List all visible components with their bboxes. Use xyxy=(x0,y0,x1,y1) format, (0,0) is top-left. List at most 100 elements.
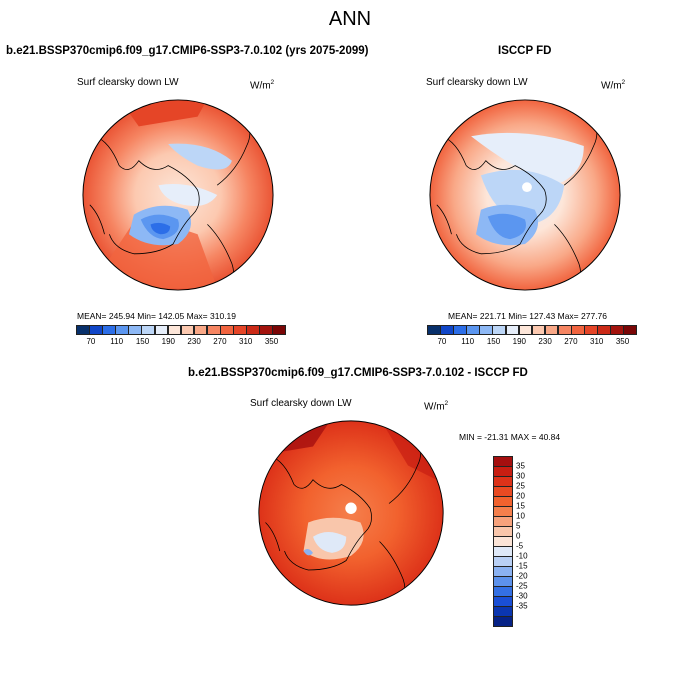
panel-2-units: W/m2 xyxy=(601,79,626,92)
panel-2-colorbar-cell xyxy=(610,325,624,335)
panel-2-colorbar-cell xyxy=(453,325,467,335)
panel-3-units: W/m2 xyxy=(424,400,449,413)
panel-3-colorbar-cell xyxy=(493,476,513,487)
panel-3-colorbar-label: -35 xyxy=(516,601,528,611)
panel-2-colorbar-cell xyxy=(505,325,520,335)
panel-2-colorbar-label: 190 xyxy=(512,337,526,346)
panel-3-colorbar-label: -30 xyxy=(516,591,528,601)
panel-3-colorbar-cell xyxy=(493,566,513,577)
panel-2-colorbar-label: 350 xyxy=(615,337,630,346)
panel-1-colorbar-cell xyxy=(259,325,273,335)
panel-1-variable: Surf clearsky down LW xyxy=(77,77,179,88)
panel-2-colorbar-cell xyxy=(557,325,572,335)
panel-3-colorbar-cell xyxy=(493,606,513,617)
panel-1-map xyxy=(82,99,274,291)
panel-3-colorbar-cell xyxy=(493,536,513,547)
panel-2-colorbar-cell xyxy=(571,325,585,335)
panel-1-colorbar-label: 350 xyxy=(264,337,279,346)
panel-1-colorbar-cell xyxy=(115,325,129,335)
panel-1-colorbar-cell xyxy=(76,325,90,335)
panel-1-colorbar-label: 230 xyxy=(187,337,201,346)
panel-2-colorbar-cell xyxy=(531,325,546,335)
panel-2-colorbar-cell xyxy=(466,325,480,335)
panel-2-colorbar-label: 110 xyxy=(461,337,475,346)
panel-1-colorbar-cell xyxy=(89,325,103,335)
panel-1-colorbar-cell xyxy=(154,325,169,335)
panel-2-colorbar-cell xyxy=(544,325,559,335)
panel-3-colorbar-label: 20 xyxy=(516,491,525,501)
panel-3-title: b.e21.BSSP370cmip6.f09_g17.CMIP6-SSP3-7.… xyxy=(188,367,528,379)
panel-2-colorbar-cell xyxy=(427,325,441,335)
panel-3-colorbar-cell xyxy=(493,586,513,597)
panel-3-colorbar-label: 30 xyxy=(516,471,525,481)
panel-1-colorbar-cell xyxy=(206,325,221,335)
panel-2-map xyxy=(429,99,621,291)
panel-3-colorbar-cell xyxy=(493,496,513,507)
panel-3-colorbar-label: 35 xyxy=(516,461,525,471)
panel-1-stats: MEAN= 245.94 Min= 142.05 Max= 310.19 xyxy=(77,311,237,321)
panel-2-colorbar xyxy=(427,325,637,335)
panel-1-colorbar-cell xyxy=(141,325,156,335)
panel-3-colorbar-cell xyxy=(493,526,513,537)
panel-3-colorbar-label: -15 xyxy=(516,561,528,571)
panel-1-title: b.e21.BSSP370cmip6.f09_g17.CMIP6-SSP3-7.… xyxy=(6,45,369,57)
panel-3-colorbar-label: -10 xyxy=(516,551,528,561)
panel-3-colorbar-label: 0 xyxy=(516,531,521,541)
panel-2-colorbar-cell xyxy=(479,325,493,335)
panel-2-colorbar-cell xyxy=(518,325,533,335)
panel-3-colorbar xyxy=(493,456,513,627)
panel-2-colorbar-cell xyxy=(584,325,598,335)
panel-1-colorbar xyxy=(76,325,286,335)
panel-3-stats: MIN = -21.31 MAX = 40.84 xyxy=(459,432,561,442)
panel-3-colorbar-cell xyxy=(493,616,513,627)
panel-1-colorbar-cell xyxy=(128,325,142,335)
panel-2-colorbar-cell xyxy=(597,325,611,335)
figure-title: ANN xyxy=(328,8,372,30)
panel-3-colorbar-cell xyxy=(493,556,513,567)
panel-2-colorbar-cell xyxy=(492,325,507,335)
panel-2-variable: Surf clearsky down LW xyxy=(426,77,528,88)
panel-1-units: W/m2 xyxy=(250,79,275,92)
panel-1-colorbar-labels: 70 110 150 190 230 270 310 350 xyxy=(76,336,279,348)
panel-3-colorbar-label: 5 xyxy=(516,521,521,531)
panel-2-colorbar-label: 70 xyxy=(437,337,447,346)
panel-3-colorbar-cell xyxy=(493,596,513,607)
panel-1-colorbar-cell xyxy=(272,325,286,335)
panel-3-colorbar-cell xyxy=(493,466,513,477)
panel-2-colorbar-label: 150 xyxy=(486,337,501,346)
panel-3-colorbar-label: -25 xyxy=(516,581,528,591)
panel-3-colorbar-cell xyxy=(493,456,513,467)
panel-2-colorbar-label: 230 xyxy=(538,337,552,346)
panel-1-colorbar-cell xyxy=(220,325,234,335)
panel-2-colorbar-cell xyxy=(623,325,637,335)
panel-1-colorbar-label: 310 xyxy=(239,337,253,346)
panel-2-colorbar-cell xyxy=(440,325,454,335)
panel-2-stats: MEAN= 221.71 Min= 127.43 Max= 277.76 xyxy=(448,311,608,321)
panel-1-colorbar-cell xyxy=(233,325,247,335)
panel-3-colorbar-cell xyxy=(493,486,513,497)
panel-3-colorbar-label: 15 xyxy=(516,501,525,511)
panel-2-title: ISCCP FD xyxy=(498,45,552,57)
panel-2-colorbar-label: 310 xyxy=(590,337,604,346)
panel-3-colorbar-cell xyxy=(493,546,513,557)
panel-1-colorbar-label: 70 xyxy=(86,337,96,346)
panel-1-colorbar-label: 190 xyxy=(161,337,175,346)
panel-1-colorbar-label: 110 xyxy=(110,337,124,346)
panel-1-colorbar-label: 270 xyxy=(213,337,227,346)
panel-2-colorbar-label: 270 xyxy=(564,337,578,346)
panel-1-colorbar-cell xyxy=(246,325,260,335)
panel-2-colorbar-labels: 70 110 150 190 230 270 310 350 xyxy=(427,336,630,348)
panel-3-colorbar-label: -20 xyxy=(516,571,528,581)
panel-3-colorbar-cell xyxy=(493,516,513,527)
panel-1-colorbar-cell xyxy=(102,325,116,335)
panel-1-colorbar-cell xyxy=(167,325,182,335)
panel-1-colorbar-label: 150 xyxy=(135,337,150,346)
panel-3-colorbar-cell xyxy=(493,576,513,587)
panel-3-colorbar-labels: 35 30 25 20 15 10 5 0 -5 -10 -15 -20 -25 -30 -35 xyxy=(516,456,546,626)
panel-3-colorbar-label: 10 xyxy=(516,511,525,521)
panel-1-colorbar-cell xyxy=(180,325,195,335)
panel-3-colorbar-label: 25 xyxy=(516,481,525,491)
panel-3-colorbar-label: -5 xyxy=(516,541,524,551)
panel-3-map xyxy=(258,420,444,606)
panel-3-colorbar-cell xyxy=(493,506,513,517)
